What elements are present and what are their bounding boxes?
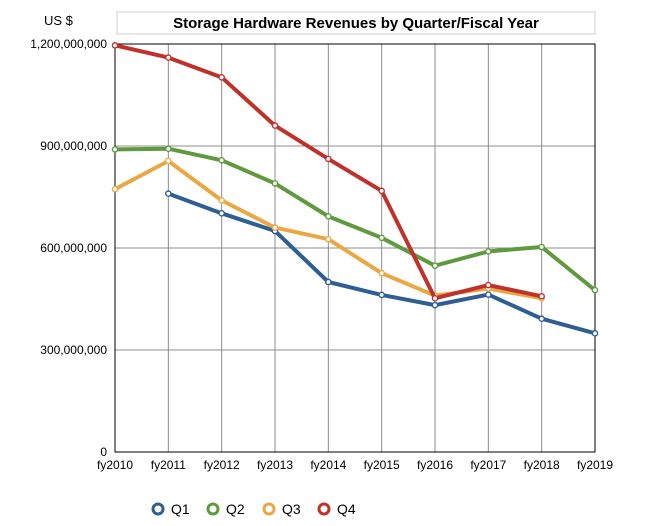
x-tick-label: fy2019 <box>577 458 613 472</box>
legend-marker-q3 <box>262 502 276 516</box>
data-point-q4 <box>431 295 439 302</box>
data-point-q2 <box>378 234 385 242</box>
data-point-q4 <box>538 292 545 300</box>
series-q2 <box>111 145 599 294</box>
data-point-q2 <box>485 248 492 255</box>
x-tick-label: fy2013 <box>257 458 293 472</box>
series-q4 <box>111 42 545 302</box>
data-point-q1 <box>165 190 172 197</box>
series-lines <box>111 42 599 337</box>
y-tick-label: 1,200,000,000 <box>30 37 107 51</box>
data-point-q1 <box>378 291 385 299</box>
data-point-q2 <box>538 243 545 251</box>
data-point-q1 <box>431 301 439 309</box>
x-tick-label: fy2012 <box>204 458 240 472</box>
x-tick-label: fy2017 <box>470 458 506 472</box>
legend-item-q3: Q3 <box>262 501 301 517</box>
data-point-q3 <box>271 224 279 231</box>
data-point-q4 <box>325 155 332 163</box>
legend-item-q1: Q1 <box>151 501 190 517</box>
data-point-q4 <box>485 281 492 289</box>
y-tick-label: 600,000,000 <box>40 241 107 255</box>
data-point-q2 <box>271 180 279 187</box>
data-point-q1 <box>485 291 492 298</box>
x-axis-tick-labels: fy2010 fy2011 fy2012 fy2013 fy2014 fy2015 fy20… <box>97 458 613 472</box>
data-point-q1 <box>591 330 599 337</box>
chart-title-box <box>116 11 596 35</box>
data-point-q3 <box>218 197 225 204</box>
data-point-q3 <box>325 235 332 243</box>
data-point-q4 <box>378 187 385 195</box>
chart-title: Storage Hardware Revenues by Quarter/Fis… <box>173 15 539 32</box>
legend-marker-q4 <box>317 502 331 516</box>
x-tick-label: fy2014 <box>310 458 346 472</box>
data-point-q1 <box>325 278 332 286</box>
data-point-q1 <box>218 210 225 217</box>
data-point-q2 <box>165 145 172 153</box>
x-tick-label: fy2011 <box>151 458 186 472</box>
data-point-q2 <box>218 156 225 164</box>
x-tick-label: fy2016 <box>417 458 453 472</box>
y-tick-label: 900,000,000 <box>40 139 107 153</box>
data-point-q4 <box>271 122 279 129</box>
data-point-q2 <box>111 146 119 153</box>
x-tick-label: fy2015 <box>364 458 400 472</box>
legend-label-q1: Q1 <box>171 501 190 517</box>
legend-item-q4: Q4 <box>317 501 356 517</box>
data-point-q4 <box>111 42 119 49</box>
data-point-q3 <box>165 157 172 165</box>
legend-item-q2: Q2 <box>206 501 245 517</box>
data-point-q2 <box>591 286 599 294</box>
data-point-q4 <box>218 74 225 81</box>
series-line-q2 <box>113 146 597 293</box>
y-tick-label: 0 <box>100 445 107 459</box>
legend: Q1 Q2 Q3 Q4 <box>151 501 356 517</box>
legend-marker-q1 <box>151 502 165 516</box>
data-point-q3 <box>378 269 385 277</box>
legend-label-q2: Q2 <box>226 501 245 517</box>
legend-marker-q2 <box>206 502 220 516</box>
data-point-q3 <box>111 185 119 193</box>
y-axis-unit-label: US $ <box>44 13 74 28</box>
x-tick-label: fy2010 <box>97 458 133 472</box>
data-point-q2 <box>325 213 332 220</box>
data-point-q4 <box>165 54 172 61</box>
series-q1 <box>165 190 599 337</box>
data-point-q1 <box>538 315 545 323</box>
data-point-q2 <box>431 262 439 269</box>
y-axis-tick-labels: 0 300,000,000 600,000,000 900,000,000 1,200,… <box>30 37 107 459</box>
legend-label-q4: Q4 <box>337 501 356 517</box>
plot-area-border <box>114 43 596 453</box>
x-tick-label: fy2018 <box>524 458 560 472</box>
legend-label-q3: Q3 <box>282 501 301 517</box>
y-tick-label: 300,000,000 <box>40 343 107 357</box>
